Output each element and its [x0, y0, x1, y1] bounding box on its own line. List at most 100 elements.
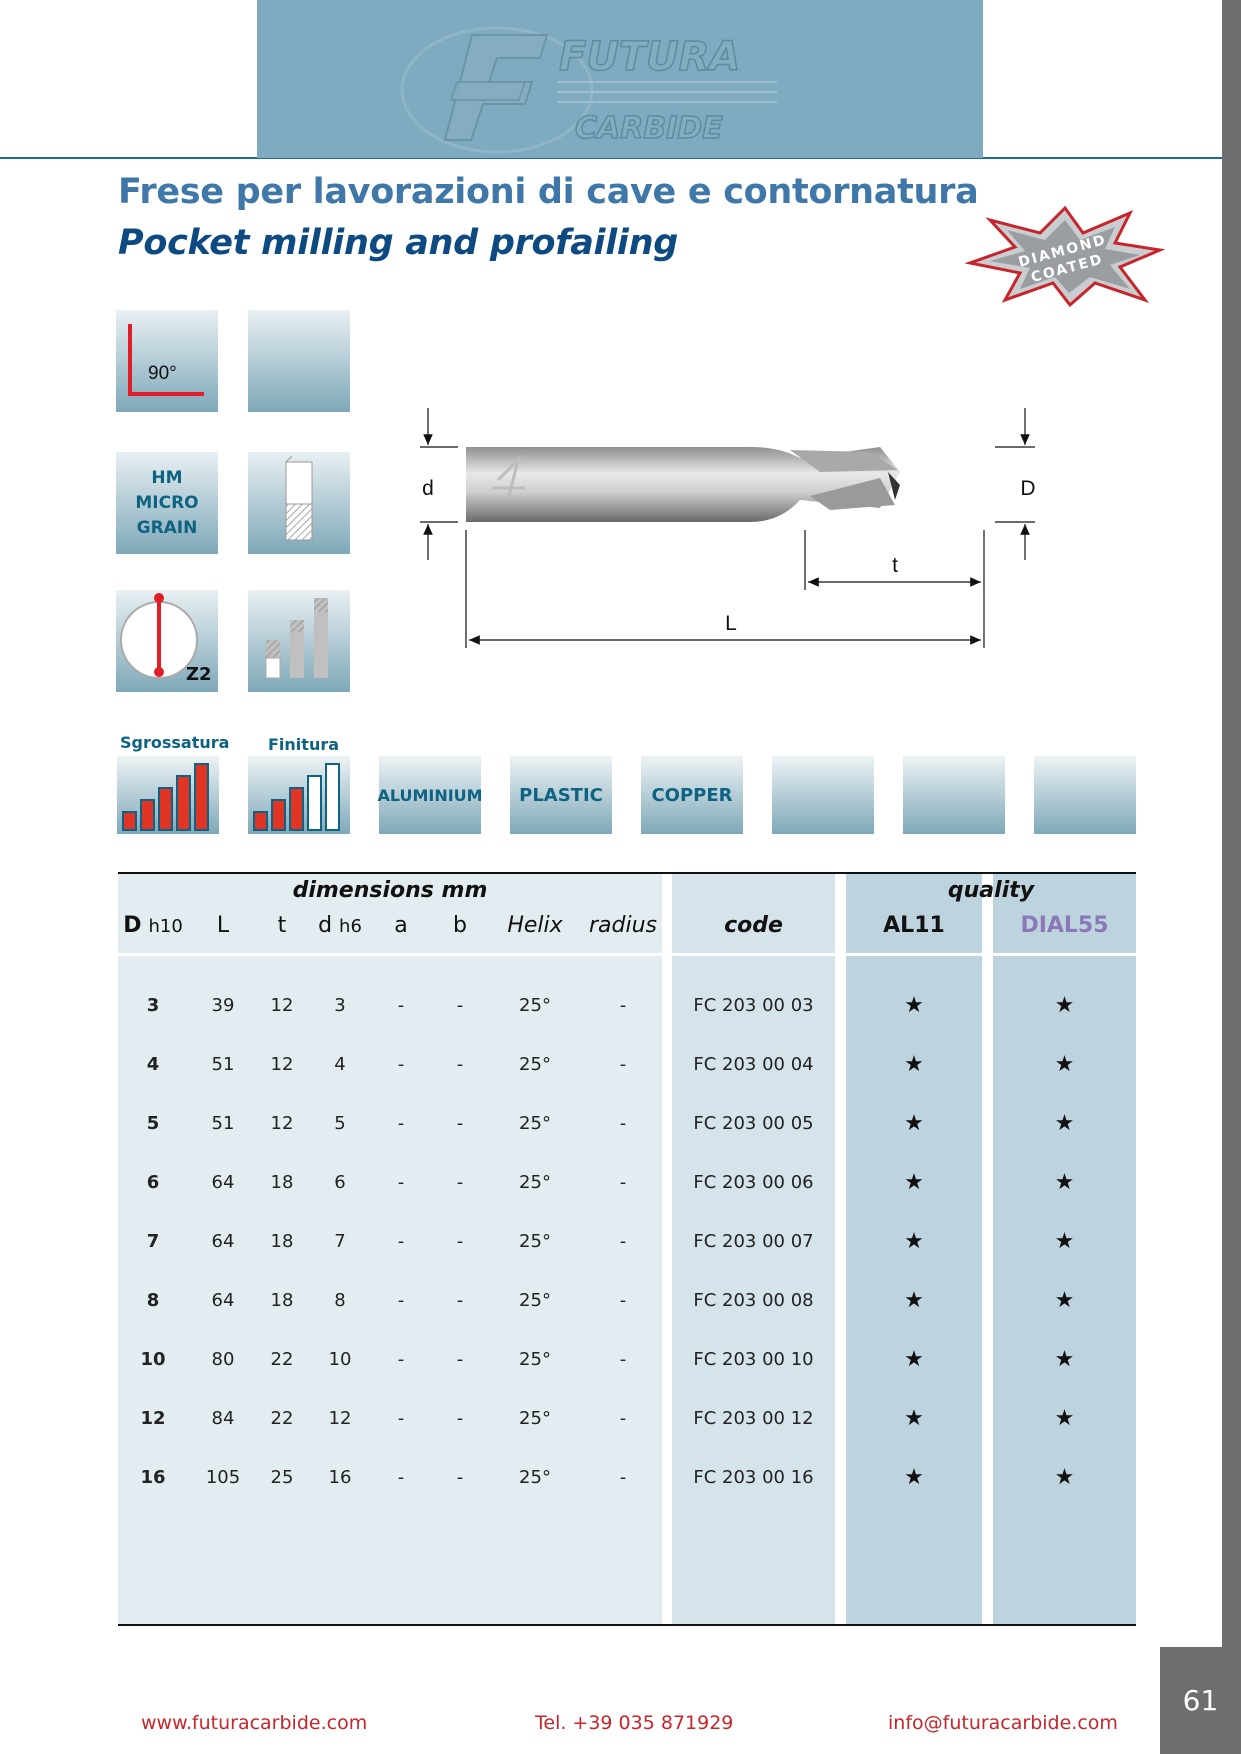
cell-a: -: [397, 995, 405, 1016]
footer-website[interactable]: www.futuracarbide.com: [141, 1712, 368, 1734]
cell-D: 8: [146, 1290, 160, 1311]
finishing-bar-1: [253, 811, 268, 831]
roughing-rating: [117, 756, 219, 834]
col-header-code: code: [724, 913, 783, 938]
cell-b: -: [456, 1290, 464, 1311]
cell-a: -: [397, 1467, 405, 1488]
table-row: 3 39 12 3 - - 25° - FC 203 00 03 ★ ★: [118, 985, 1136, 1031]
finishing-bar-5: [325, 763, 340, 831]
cell-L: 39: [211, 995, 235, 1016]
finishing-bar-3: [289, 787, 304, 831]
cell-D: 16: [140, 1467, 166, 1488]
finishing-bar-2: [271, 799, 286, 831]
cell-L: 105: [205, 1467, 241, 1488]
cell-helix: 25°: [519, 1231, 551, 1252]
table-row: 6 64 18 6 - - 25° - FC 203 00 06 ★ ★: [118, 1162, 1136, 1208]
cell-a: -: [397, 1231, 405, 1252]
cell-b: -: [456, 1467, 464, 1488]
cell-radius: -: [619, 995, 627, 1016]
finishing-rating: [248, 756, 350, 834]
cell-code: FC 203 00 03: [693, 995, 814, 1016]
cell-D: 6: [146, 1172, 160, 1193]
cell-helix: 25°: [519, 1113, 551, 1134]
cell-code: FC 203 00 16: [693, 1467, 814, 1488]
cell-d: 6: [334, 1172, 346, 1193]
cell-b: -: [456, 1113, 464, 1134]
material-empty-2: [903, 756, 1005, 834]
cell-t: 18: [270, 1231, 294, 1252]
table-bottom-rule: [118, 1624, 1136, 1626]
col-header-al11: AL11: [883, 913, 945, 938]
shank-icon: [285, 455, 313, 541]
cell-b: -: [456, 1054, 464, 1075]
footer-phone: Tel. +39 035 871929: [535, 1712, 734, 1734]
cell-q2: ★: [1054, 1229, 1075, 1254]
page-title-italian: Frese per lavorazioni di cave e contorna…: [118, 172, 979, 212]
cell-helix: 25°: [519, 995, 551, 1016]
header-banner: FUTURA CARBIDE: [257, 0, 983, 158]
table-row: 10 80 22 10 - - 25° - FC 203 00 10 ★ ★: [118, 1339, 1136, 1385]
cell-q1: ★: [904, 1111, 924, 1136]
futura-logo: FUTURA CARBIDE: [400, 26, 777, 154]
roughing-label: Sgrossatura: [120, 733, 230, 752]
end-mill-diagram: d D t L: [420, 408, 1036, 648]
corner-angle-icon: 90°: [128, 324, 204, 396]
cell-d: 7: [334, 1231, 346, 1252]
material-plastic: PLASTIC: [510, 756, 612, 834]
table-header-rule: [118, 953, 1136, 956]
material-empty-3: [1034, 756, 1136, 834]
length-series-tile: [248, 590, 350, 692]
cell-d: 5: [334, 1113, 346, 1134]
cell-q1: ★: [904, 993, 924, 1018]
table-top-rule: [118, 872, 1136, 874]
footer-email[interactable]: info@futuracarbide.com: [888, 1712, 1118, 1734]
roughing-bar-3: [158, 787, 173, 831]
angle-90-tile: 90°: [116, 310, 218, 412]
cell-d: 16: [328, 1467, 352, 1488]
diamond-coated-badge: DIAMOND COATED: [965, 205, 1165, 308]
cell-t: 18: [270, 1172, 294, 1193]
roughing-bar-4: [176, 775, 191, 831]
cell-d: 4: [334, 1054, 346, 1075]
cell-q1: ★: [904, 1347, 924, 1372]
material-label: HM MICRO GRAIN: [135, 467, 199, 538]
roughing-bar-5: [194, 763, 209, 831]
cell-radius: -: [619, 1467, 627, 1488]
material-tile: HM MICRO GRAIN: [116, 452, 218, 554]
cell-b: -: [456, 995, 464, 1016]
material-copper: COPPER: [641, 756, 743, 834]
flutes-label: Z2: [186, 664, 212, 685]
cell-code: FC 203 00 06: [693, 1172, 814, 1193]
cell-a: -: [397, 1408, 405, 1429]
cell-L: 80: [211, 1349, 235, 1370]
cell-radius: -: [619, 1231, 627, 1252]
col-header-L: L: [216, 913, 230, 938]
cell-b: -: [456, 1231, 464, 1252]
cell-helix: 25°: [519, 1349, 551, 1370]
two-flute-icon: Z2: [120, 593, 212, 685]
dimensions-group-header: dimensions mm: [292, 878, 488, 903]
dim-d-label: d: [422, 477, 434, 500]
cell-radius: -: [619, 1349, 627, 1370]
col-header-radius: radius: [588, 913, 657, 938]
cell-D: 3: [146, 995, 160, 1016]
cell-q1: ★: [904, 1170, 924, 1195]
col-header-D: D h10: [123, 913, 183, 938]
side-strip: [1222, 0, 1241, 1754]
cell-L: 51: [211, 1054, 235, 1075]
cell-t: 22: [270, 1408, 294, 1429]
material-aluminium: ALUMINIUM: [377, 756, 483, 834]
cell-b: -: [456, 1172, 464, 1193]
cell-radius: -: [619, 1172, 627, 1193]
roughing-bar-1: [122, 811, 137, 831]
cell-D: 5: [146, 1113, 160, 1134]
cell-D: 7: [146, 1231, 160, 1252]
cell-code: FC 203 00 05: [693, 1113, 814, 1134]
cell-a: -: [397, 1172, 405, 1193]
cell-t: 22: [270, 1349, 294, 1370]
quality-group-header: quality: [947, 878, 1035, 903]
blank-tile: [248, 310, 350, 412]
dim-t-label: t: [892, 554, 898, 577]
roughing-bar-2: [140, 799, 155, 831]
cell-code: FC 203 00 07: [693, 1231, 814, 1252]
